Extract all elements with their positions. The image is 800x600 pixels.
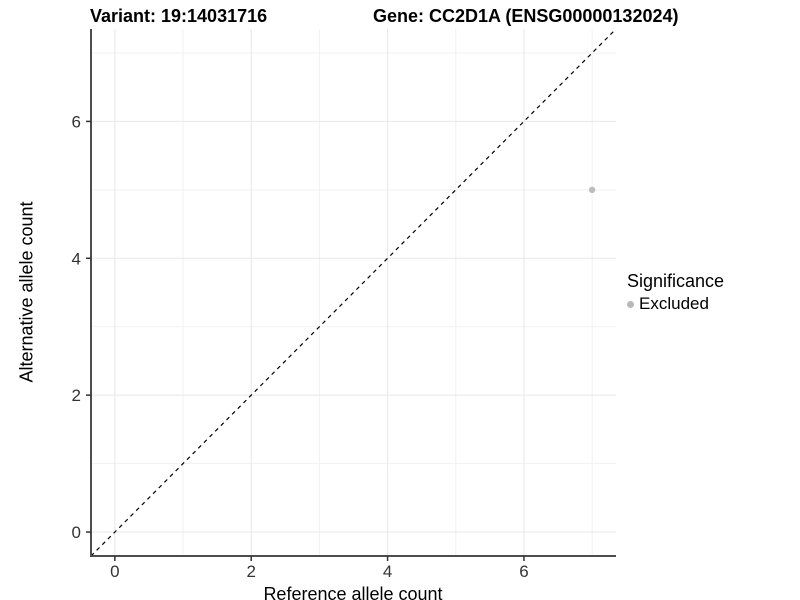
y-tick-label: 4 xyxy=(72,249,81,268)
x-axis-title: Reference allele count xyxy=(263,584,443,600)
y-tick-label: 6 xyxy=(72,112,81,131)
x-tick-label: 6 xyxy=(519,562,528,581)
y-tick-label: 0 xyxy=(72,523,81,542)
legend-item-excluded: Excluded xyxy=(627,294,724,314)
plot-title-gene: Gene: CC2D1A (ENSG00000132024) xyxy=(373,6,679,26)
identity-line xyxy=(90,28,617,557)
x-tick-label: 0 xyxy=(110,562,119,581)
y-tick-label: 2 xyxy=(72,386,81,405)
plot-title-variant: Variant: 19:14031716 xyxy=(90,6,268,26)
x-tick-label: 4 xyxy=(383,562,392,581)
data-point xyxy=(588,186,596,194)
y-axis-title: Alternative allele count xyxy=(16,201,37,383)
x-tick-label: 2 xyxy=(246,562,255,581)
legend-title: Significance xyxy=(627,271,725,291)
legend: Significance Excluded xyxy=(627,271,724,314)
legend-item-label: Excluded xyxy=(639,294,709,313)
legend-point-swatch-icon xyxy=(627,300,634,308)
